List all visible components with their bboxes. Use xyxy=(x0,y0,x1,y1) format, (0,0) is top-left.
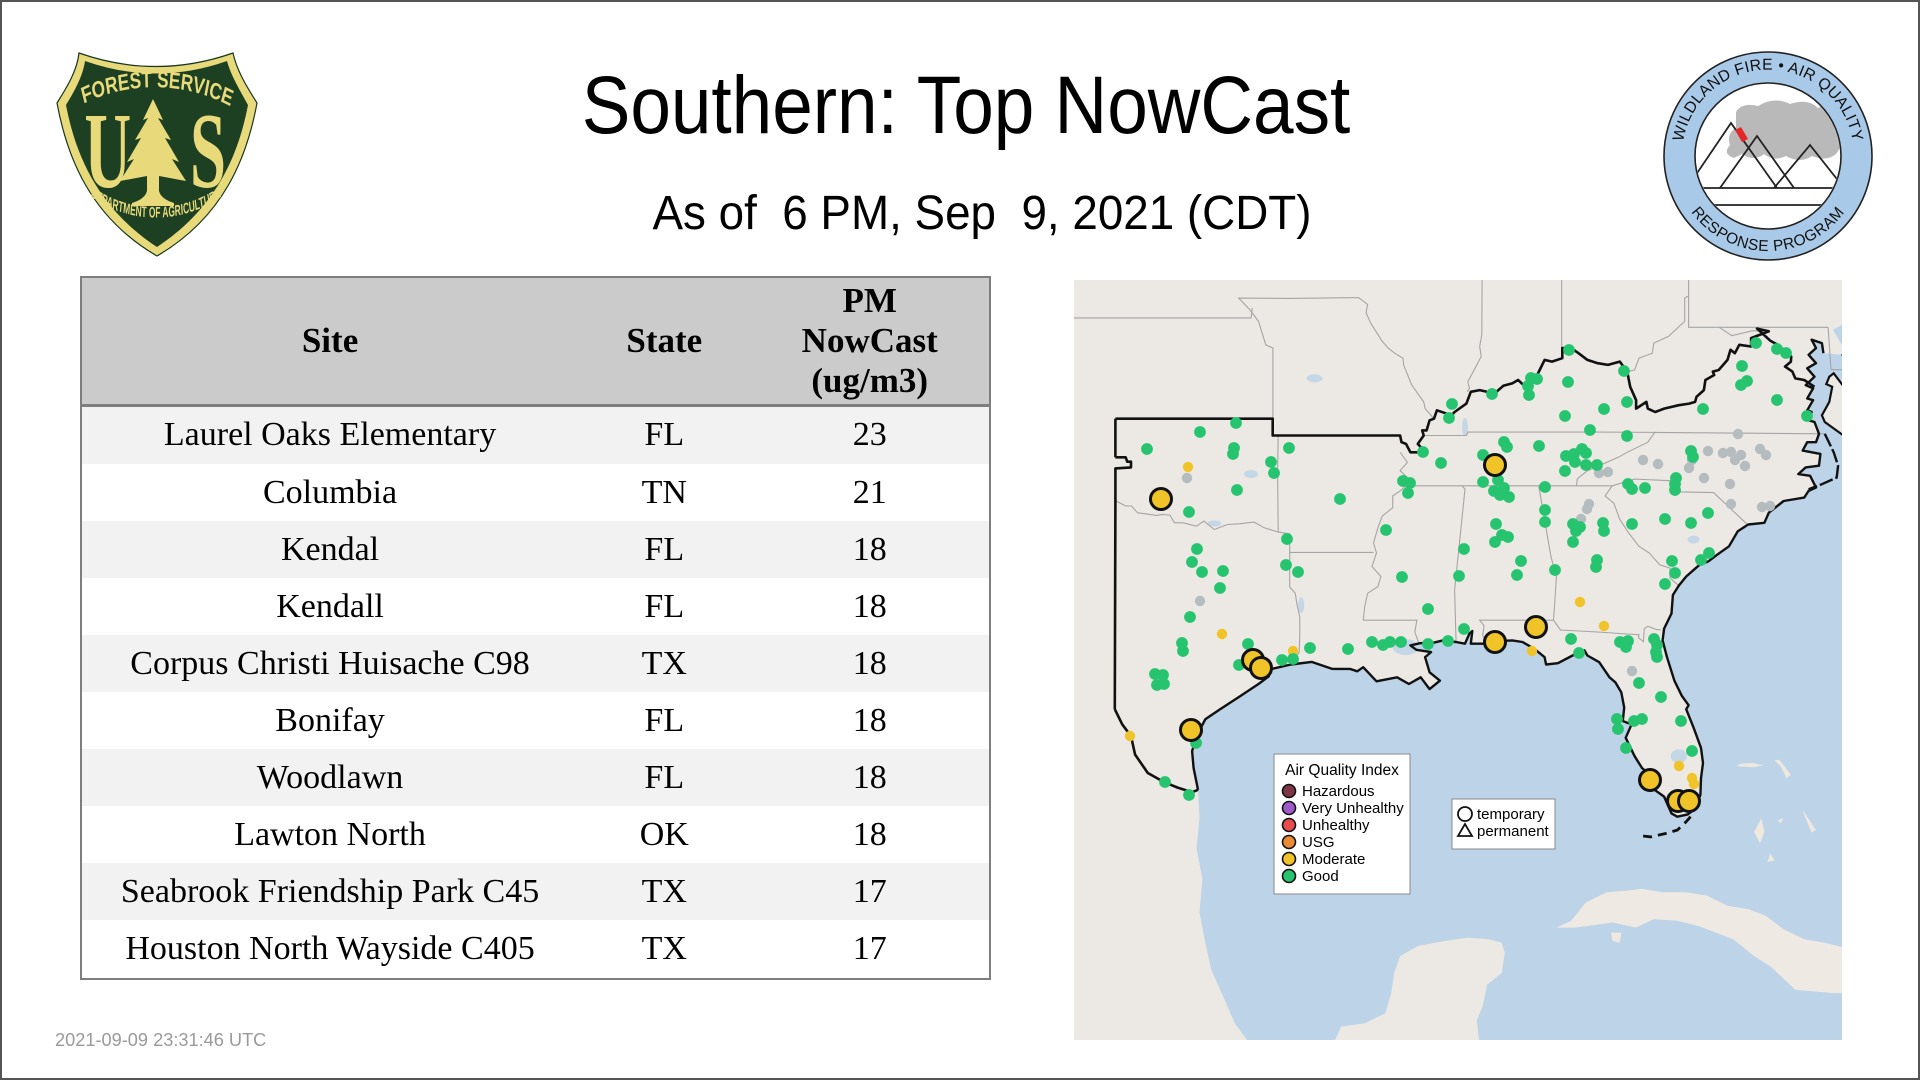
svg-text:S: S xyxy=(190,92,226,211)
svg-text:Hazardous: Hazardous xyxy=(1302,783,1375,800)
svg-text:U: U xyxy=(84,92,131,211)
svg-text:Air Quality Index: Air Quality Index xyxy=(1285,762,1399,779)
svg-text:Good: Good xyxy=(1302,868,1339,885)
svg-text:permanent: permanent xyxy=(1477,823,1550,840)
svg-text:USG: USG xyxy=(1302,834,1335,851)
svg-text:Moderate: Moderate xyxy=(1302,851,1365,868)
svg-text:Unhealthy: Unhealthy xyxy=(1302,817,1370,834)
svg-text:Very Unhealthy: Very Unhealthy xyxy=(1302,800,1404,817)
svg-text:temporary: temporary xyxy=(1477,806,1545,823)
